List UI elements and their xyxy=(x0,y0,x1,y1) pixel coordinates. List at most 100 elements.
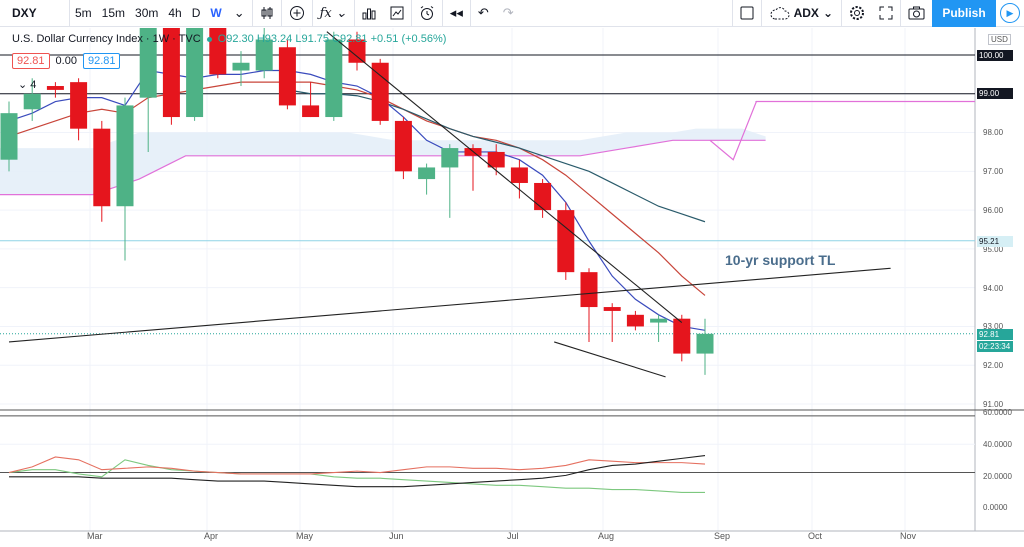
fullscreen-icon[interactable] xyxy=(872,0,900,27)
candle-body xyxy=(278,47,296,106)
top-toolbar: DXY 5m 15m 30m 4h D W ⌄ ƒx ⌄ ◂◂ ↶ ↷ ADX … xyxy=(0,0,1024,27)
chevron-down-icon[interactable]: ⌄ xyxy=(233,5,245,20)
toolbar-divider xyxy=(760,0,762,27)
indicator-value: 0.00 xyxy=(55,55,77,67)
time-tick: Jun xyxy=(389,531,404,541)
toolbar-divider xyxy=(410,0,412,27)
chevron-down-icon: ⌄ xyxy=(822,6,833,20)
toolbar-divider xyxy=(251,0,253,27)
indicator-template-label: ADX xyxy=(793,6,819,20)
candle-body xyxy=(0,113,18,160)
trendline xyxy=(554,341,666,378)
plus-circle-icon[interactable] xyxy=(282,0,312,27)
price-chart[interactable] xyxy=(0,28,1024,547)
toolbar-divider xyxy=(841,0,842,27)
leading-span-line xyxy=(0,100,975,196)
candle-body xyxy=(325,39,343,118)
fx-icon[interactable]: ƒx ⌄ xyxy=(319,5,347,21)
market-status-dot xyxy=(206,36,212,42)
publish-button[interactable]: Publish xyxy=(932,0,996,27)
candle-body xyxy=(186,28,204,118)
currency-unit: USD xyxy=(988,34,1011,45)
symbol-search[interactable]: DXY xyxy=(0,0,70,27)
time-tick: Jul xyxy=(507,531,519,541)
candle-body xyxy=(255,39,273,71)
timeframe-w[interactable]: W xyxy=(210,5,222,20)
candle-body xyxy=(510,167,528,183)
time-tick: Aug xyxy=(598,531,615,541)
rewind-icon[interactable]: ◂◂ xyxy=(449,5,463,20)
candle-body xyxy=(557,210,575,273)
candle-body xyxy=(580,272,598,308)
toolbar-divider xyxy=(353,0,355,27)
layout-square-icon[interactable] xyxy=(733,0,761,27)
camera-icon[interactable] xyxy=(901,0,932,27)
timeframe-5m[interactable]: 5m xyxy=(75,5,92,20)
indicator-template-button[interactable]: ADX ⌄ xyxy=(762,0,841,27)
candle-body xyxy=(209,28,227,75)
price-tick: 98.00 xyxy=(983,128,1004,137)
cloud-icon xyxy=(770,6,790,19)
moving-average-mid xyxy=(8,81,706,296)
moving-average-slow xyxy=(287,89,706,223)
redo-icon[interactable]: ↷ xyxy=(502,5,514,20)
candle-body xyxy=(348,39,366,63)
indicator-value-box: 92.81 xyxy=(12,53,50,69)
trendline xyxy=(8,267,891,343)
candle-body xyxy=(70,82,88,129)
time-tick: Apr xyxy=(204,531,219,541)
adx-tick: 20.0000 xyxy=(983,472,1012,481)
candles-icon[interactable] xyxy=(253,0,281,27)
timeframe-d[interactable]: D xyxy=(191,5,201,20)
candle-body xyxy=(626,314,644,327)
ichimoku-cloud xyxy=(0,128,766,195)
compare-icon[interactable] xyxy=(383,0,411,27)
adx-tick: 0.0000 xyxy=(983,503,1008,512)
candle-body xyxy=(441,148,459,168)
price-tick: 92.00 xyxy=(983,361,1004,370)
candle-body xyxy=(302,105,320,118)
time-tick: Mar xyxy=(87,531,103,541)
candle-body xyxy=(93,128,111,207)
candle-body xyxy=(418,167,436,180)
toolbar-divider xyxy=(731,0,733,27)
timeframe-4h[interactable]: 4h xyxy=(168,5,182,20)
adx-tick: 40.0000 xyxy=(983,440,1012,449)
indicator-value-box: 92.81 xyxy=(82,53,121,69)
toolbar-divider xyxy=(469,0,471,27)
timeframe-30m[interactable]: 30m xyxy=(135,5,159,20)
candle-body xyxy=(673,318,691,354)
hidden-indicator-count: 4 xyxy=(30,79,37,91)
timeframe-15m[interactable]: 15m xyxy=(101,5,126,20)
candle-body xyxy=(696,333,714,354)
legend-title: U.S. Dollar Currency Index · 1W · TVC xyxy=(12,33,201,45)
toolbar-divider xyxy=(900,0,901,27)
candle-body xyxy=(23,93,41,110)
time-tick: Oct xyxy=(808,531,823,541)
price-tick: 93.00 xyxy=(983,322,1004,331)
price-tick: 91.00 xyxy=(983,400,1004,409)
indicator-legend: 92.81 0.00 92.81 xyxy=(12,53,121,69)
price-tick: 94.00 xyxy=(983,284,1004,293)
candle-body xyxy=(139,28,157,98)
candle-body xyxy=(116,105,134,207)
time-tick: Sep xyxy=(714,531,731,541)
gear-icon[interactable] xyxy=(842,0,872,27)
adx-line xyxy=(9,454,706,488)
price-tick: 95.00 xyxy=(983,245,1004,254)
play-icon: ▶ xyxy=(1000,3,1020,23)
time-tick: May xyxy=(296,531,314,541)
indicator-collapse-toggle[interactable]: ⌄ 4 xyxy=(18,79,37,91)
undo-icon[interactable]: ↶ xyxy=(477,5,489,20)
play-button[interactable]: ▶ xyxy=(996,0,1024,27)
level-label-100: 100.00 xyxy=(977,50,1013,61)
legend-ohlc: O92.30 H93.24 L91.75 C92.81 +0.51 (+0.56… xyxy=(217,33,447,45)
candle-body xyxy=(534,182,552,211)
candle-body xyxy=(487,151,505,168)
bar-chart-icon[interactable] xyxy=(355,0,383,27)
level-label-95-21: 95.21 xyxy=(977,236,1013,247)
toolbar-divider xyxy=(311,0,313,27)
moving-average-fast xyxy=(8,69,706,331)
adx-plus-di-line xyxy=(8,456,706,475)
alarm-icon[interactable] xyxy=(412,0,442,27)
